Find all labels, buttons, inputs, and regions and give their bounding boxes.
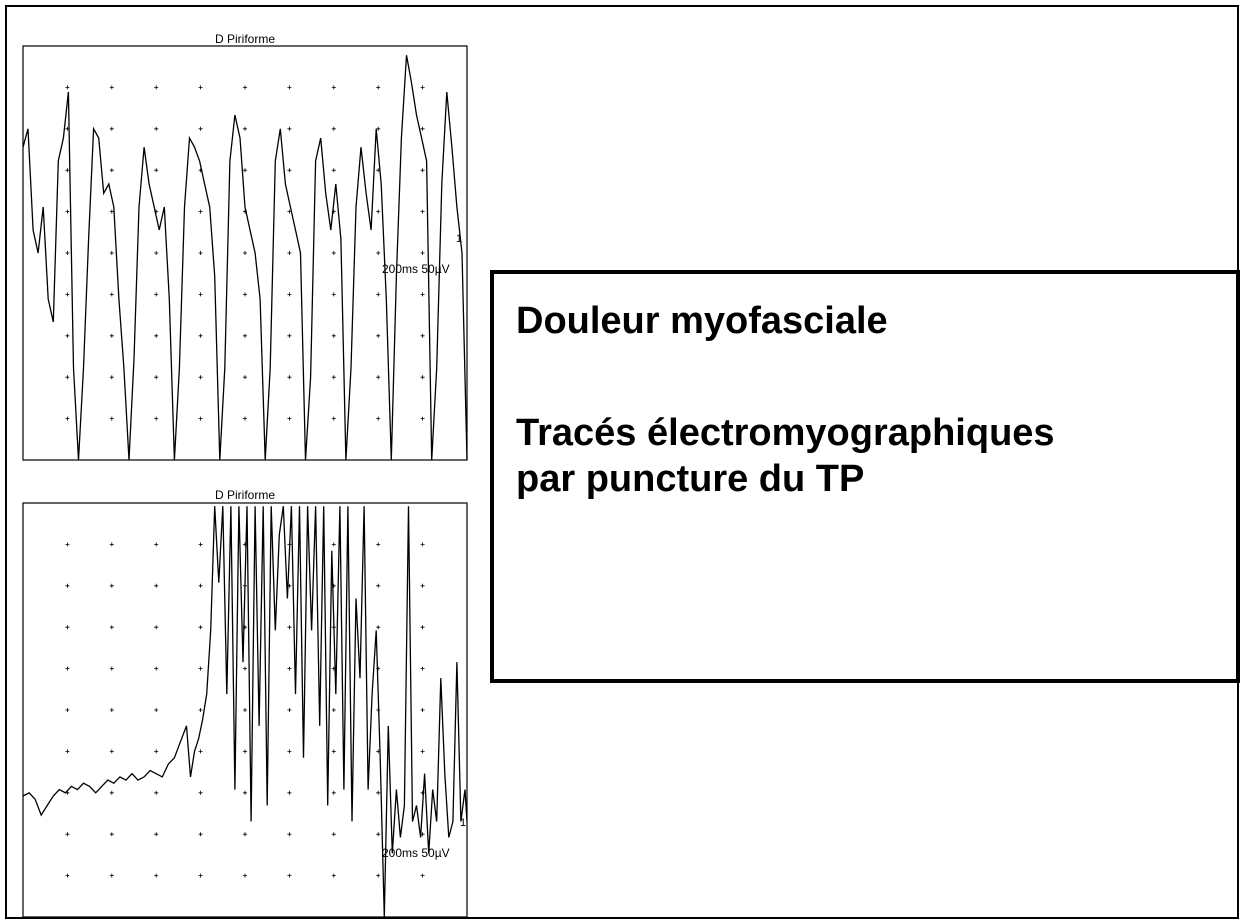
grid-cross <box>421 874 425 878</box>
grid-cross <box>110 791 114 795</box>
grid-cross <box>199 749 203 753</box>
grid-cross <box>421 542 425 546</box>
grid-cross <box>332 832 336 836</box>
grid-cross <box>421 667 425 671</box>
grid-cross <box>110 667 114 671</box>
grid-cross <box>287 832 291 836</box>
grid-cross <box>154 584 158 588</box>
grid-cross <box>287 708 291 712</box>
grid-cross <box>110 708 114 712</box>
grid-cross <box>243 874 247 878</box>
grid-cross <box>65 667 69 671</box>
grid-cross <box>110 832 114 836</box>
grid-cross <box>154 625 158 629</box>
grid-cross <box>287 749 291 753</box>
grid-cross <box>110 874 114 878</box>
channel-marker: 1 <box>460 817 466 829</box>
caption-box: Douleur myofasciale Tracés électromyogra… <box>490 270 1240 683</box>
grid-cross <box>154 874 158 878</box>
grid-cross <box>287 667 291 671</box>
grid-cross <box>287 791 291 795</box>
caption-line-1: Tracés électromyographiques <box>516 412 1055 455</box>
grid-cross <box>421 708 425 712</box>
grid-cross <box>154 832 158 836</box>
grid-cross <box>199 791 203 795</box>
grid-cross <box>243 708 247 712</box>
grid-cross <box>65 584 69 588</box>
grid-cross <box>65 832 69 836</box>
grid-cross <box>65 874 69 878</box>
grid-cross <box>332 874 336 878</box>
grid-cross <box>243 667 247 671</box>
grid-cross <box>199 832 203 836</box>
grid-cross <box>376 542 380 546</box>
grid-cross <box>287 874 291 878</box>
grid-cross <box>332 749 336 753</box>
grid-cross <box>110 625 114 629</box>
chart-title: D Piriforme <box>215 488 275 502</box>
grid-cross <box>421 584 425 588</box>
grid-cross <box>65 708 69 712</box>
grid-cross <box>199 625 203 629</box>
grid-cross <box>199 667 203 671</box>
grid-cross <box>243 749 247 753</box>
grid-cross <box>421 625 425 629</box>
grid-cross <box>199 584 203 588</box>
grid-cross <box>65 625 69 629</box>
grid-cross <box>199 542 203 546</box>
grid-cross <box>376 791 380 795</box>
grid-cross <box>110 749 114 753</box>
grid-cross <box>243 832 247 836</box>
grid-cross <box>154 708 158 712</box>
grid-cross <box>110 584 114 588</box>
grid-cross <box>154 749 158 753</box>
grid-cross <box>154 791 158 795</box>
grid-cross <box>199 874 203 878</box>
grid-cross <box>421 749 425 753</box>
grid-cross <box>65 542 69 546</box>
grid-cross <box>110 542 114 546</box>
caption-title: Douleur myofasciale <box>516 300 888 343</box>
grid-cross <box>332 791 336 795</box>
grid-cross <box>332 542 336 546</box>
emg-chart-bottom: D Piriforme 200ms 50µV 1 <box>0 0 480 924</box>
grid-cross <box>154 542 158 546</box>
grid-cross <box>376 874 380 878</box>
grid-cross <box>154 667 158 671</box>
scale-label: 200ms 50µV <box>382 846 450 860</box>
caption-line-2: par puncture du TP <box>516 458 864 501</box>
grid-cross <box>243 791 247 795</box>
grid-cross <box>287 625 291 629</box>
grid-cross <box>376 625 380 629</box>
grid-cross <box>332 708 336 712</box>
grid-cross <box>376 832 380 836</box>
grid-cross <box>376 584 380 588</box>
grid-cross <box>65 749 69 753</box>
grid-cross <box>199 708 203 712</box>
